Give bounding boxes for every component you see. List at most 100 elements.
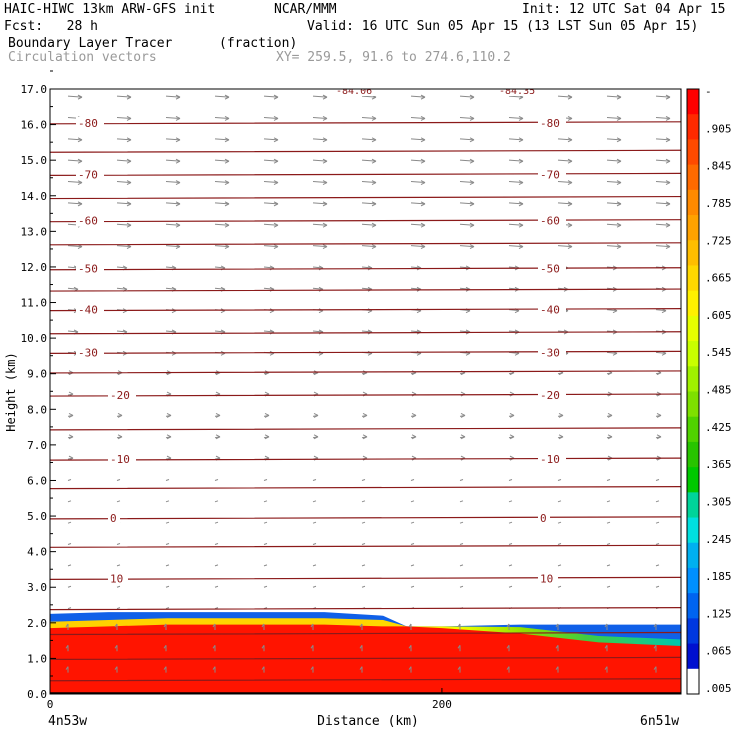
vector-arrow <box>67 137 83 143</box>
axes: 0.0 1.0 2.0 3.0 4.0 5.0 6.0 7.0 8.0 9.0 10.0 11.0 12… <box>21 70 452 711</box>
contour-line <box>50 307 681 312</box>
vector-arrow <box>165 137 181 143</box>
vector-arrow <box>212 645 216 652</box>
vector-arrow <box>67 521 72 524</box>
vector-arrow <box>263 137 279 143</box>
contour-label-bg <box>538 572 558 585</box>
init-time: Init: 12 UTC Sat 04 Apr 15 <box>522 2 726 17</box>
colorbar-cell <box>687 567 699 594</box>
vector-arrow <box>508 585 513 588</box>
contour-label-bg <box>76 214 104 227</box>
vector-arrow <box>508 137 524 143</box>
vector-arrow <box>263 201 279 207</box>
vector-arrow <box>116 478 121 481</box>
vector-arrow <box>214 180 230 185</box>
y-tick-label: 14.0 <box>21 190 48 203</box>
y-tick-label: 3.0 <box>27 581 47 594</box>
left-endpoint: 4n53w <box>48 714 87 729</box>
contour-label-bg <box>538 262 566 275</box>
vector-arrow <box>508 412 515 418</box>
vector-arrow <box>212 666 216 673</box>
contour-label: -20 <box>110 389 130 402</box>
vector-arrow <box>67 478 72 481</box>
top-label-bg <box>497 89 539 96</box>
vector-arrow <box>459 201 475 207</box>
vector-arrow <box>361 244 377 250</box>
vector-arrow <box>67 564 72 567</box>
vector-arrow <box>261 666 265 673</box>
vector-arrow <box>557 585 562 588</box>
vector-arrow <box>655 137 671 143</box>
vector-arrow <box>165 564 170 567</box>
y-tick-label: 6.0 <box>27 474 47 487</box>
vector-arrow <box>508 478 513 481</box>
vector-arrow <box>655 434 662 440</box>
vector-arrow <box>212 623 216 630</box>
vector-arrow <box>165 222 181 228</box>
y-tick-label: 11.0 <box>21 297 48 310</box>
y-axis-label: Height (km) <box>4 352 18 431</box>
vector-arrow <box>359 645 363 652</box>
vector-arrow <box>312 201 328 207</box>
vector-arrow <box>361 585 366 588</box>
vector-arrow <box>312 434 319 440</box>
vector-arrow <box>459 180 475 185</box>
y-tick-label: 7.0 <box>27 439 47 452</box>
vector-arrow <box>606 158 622 164</box>
y-tick-label: 2.0 <box>27 617 47 630</box>
vector-arrow <box>263 434 270 440</box>
vector-arrow <box>361 564 366 567</box>
vector-arrow <box>312 158 328 164</box>
colorbar-label: .425 <box>705 421 732 434</box>
vector-arrow <box>459 137 475 143</box>
vector-arrow <box>165 607 170 610</box>
colorbar-cell <box>687 290 699 317</box>
plot-background <box>50 89 681 694</box>
vector-arrow <box>606 412 613 418</box>
vector-arrow <box>408 623 412 630</box>
vector-arrow <box>606 201 622 207</box>
vector-arrow <box>410 116 426 121</box>
colorbar-label: .665 <box>705 272 732 285</box>
vector-arrow <box>606 478 611 481</box>
contour-label: -60 <box>540 215 560 228</box>
vector-arrow <box>606 543 611 546</box>
contour-label-bg <box>538 453 566 466</box>
vector-arrow <box>114 623 118 630</box>
contour-label: -50 <box>540 263 560 276</box>
colorbar-cell <box>687 265 699 292</box>
vector-legend: Circulation vectors <box>8 50 157 65</box>
contour-label-bg <box>108 511 120 524</box>
y-tick-label: 9.0 <box>27 368 47 381</box>
vector-arrow <box>67 158 83 164</box>
vector-arrow <box>361 116 377 121</box>
vector-arrow <box>65 666 69 673</box>
vector-arrow <box>214 607 219 610</box>
colorbar-label: .185 <box>705 570 732 583</box>
vector-arrow <box>606 564 611 567</box>
contour-label-bg <box>108 453 136 466</box>
vector-arrow <box>214 116 230 121</box>
vector-arrow <box>410 137 426 143</box>
y-tick-label: 15.0 <box>21 154 48 167</box>
colorbar-cell <box>687 341 699 367</box>
top-label-bg <box>334 89 376 96</box>
contour-label: -60 <box>78 215 98 228</box>
vector-arrow <box>116 180 132 185</box>
vector-arrow <box>361 543 366 546</box>
vector-arrow <box>116 434 123 440</box>
vector-arrow <box>557 412 564 418</box>
contour-line <box>50 576 681 580</box>
vector-arrow <box>263 564 268 567</box>
vector-arrow <box>163 623 167 630</box>
contour-label: -30 <box>78 346 98 359</box>
colorbar-label: .545 <box>705 346 732 359</box>
vector-arrow <box>410 412 417 418</box>
vector-arrow <box>214 137 230 143</box>
vector-arrow <box>508 543 513 546</box>
vector-arrow <box>655 521 660 524</box>
vector-arrow <box>506 645 510 652</box>
vector-arrow <box>359 666 363 673</box>
contour-label-bg <box>538 168 566 181</box>
y-tick-label: 5.0 <box>27 510 47 523</box>
